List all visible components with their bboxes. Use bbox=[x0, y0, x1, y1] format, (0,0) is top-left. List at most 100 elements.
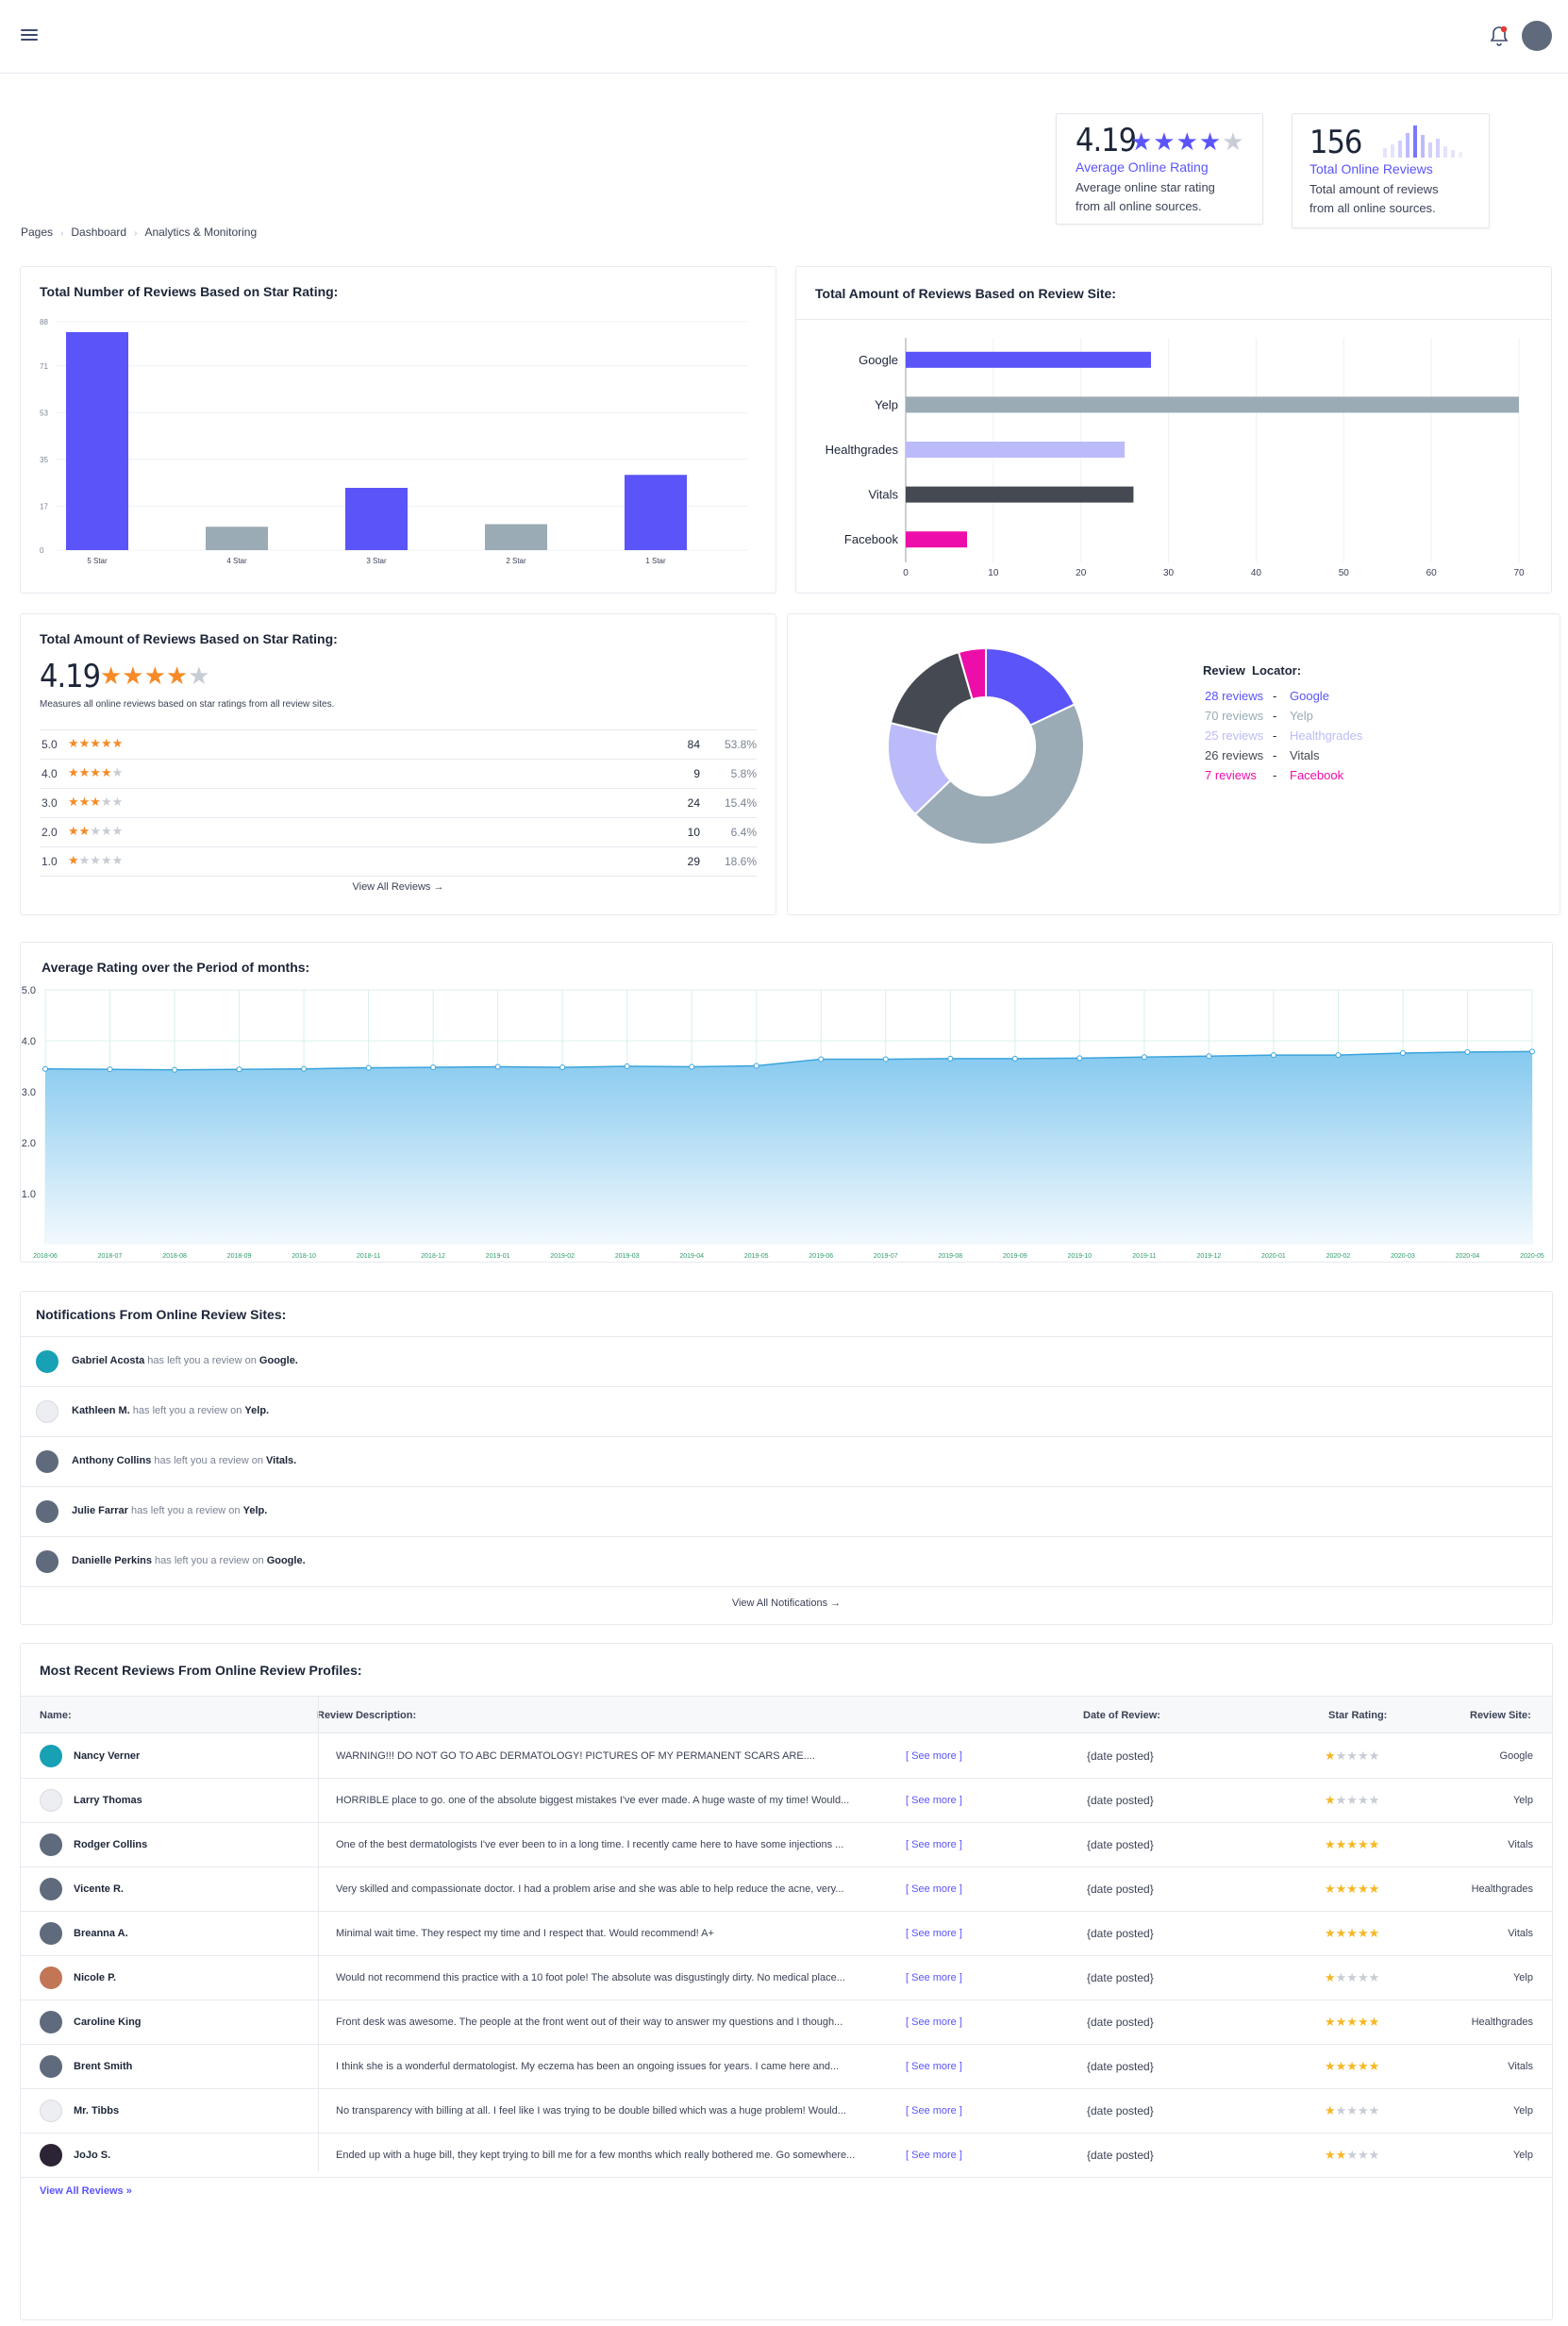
reviewer-name: Breanna A. bbox=[74, 1928, 128, 1939]
table-row[interactable]: Nicole P. Would not recommend this practi… bbox=[21, 1956, 1552, 2000]
review-date: {date posted} bbox=[1087, 2104, 1154, 2117]
table-row[interactable]: Brent Smith I think she is a wonderful de… bbox=[21, 2045, 1552, 2089]
y-tick-label: Google bbox=[859, 353, 898, 367]
notifications-title: Notifications From Online Review Sites: bbox=[36, 1307, 287, 1322]
header-description[interactable]: Review Description: bbox=[317, 1710, 417, 1721]
notification-item[interactable]: Gabriel Acosta has left you a review on … bbox=[21, 1337, 1552, 1387]
rating-row-percent: 15.4% bbox=[724, 796, 757, 810]
empty-stars-icon: ★★ bbox=[100, 795, 124, 809]
legend-site: Vitals bbox=[1290, 748, 1320, 762]
data-point bbox=[1335, 1052, 1342, 1059]
avatar-icon bbox=[40, 1789, 62, 1812]
legend-item-google[interactable]: 28 reviews - Google bbox=[1205, 689, 1329, 703]
table-row[interactable]: JoJo S. Ended up with a huge bill, they k… bbox=[21, 2134, 1552, 2178]
see-more-link[interactable]: [ See more ] bbox=[906, 1795, 962, 1806]
table-row[interactable]: Breanna A. Minimal wait time. They respec… bbox=[21, 1912, 1552, 1956]
data-point bbox=[559, 1064, 566, 1071]
notification-name: Danielle Perkins bbox=[72, 1555, 152, 1566]
data-point bbox=[301, 1065, 308, 1072]
notification-site: Google. bbox=[266, 1555, 306, 1566]
legend-dash: - bbox=[1273, 689, 1277, 703]
arrow-right-icon: → bbox=[433, 881, 444, 893]
user-avatar[interactable] bbox=[1522, 21, 1552, 51]
notification-name: Gabriel Acosta bbox=[72, 1355, 145, 1366]
reviewer-name: Larry Thomas bbox=[74, 1795, 142, 1806]
x-tick-label: 2019-07 bbox=[874, 1253, 898, 1260]
table-row[interactable]: Vicente R. Very skilled and compassionate… bbox=[21, 1867, 1552, 1912]
hamburger-icon[interactable] bbox=[21, 26, 38, 43]
notification-middle: has left you a review on bbox=[152, 1555, 267, 1566]
average-rating-trend-card: Average Rating over the Period of months… bbox=[20, 942, 1553, 1263]
reviews-table-header: Name: Review Description: Date of Review… bbox=[21, 1696, 1552, 1733]
data-point bbox=[1011, 1055, 1018, 1062]
header-site[interactable]: Review Site: bbox=[1470, 1710, 1531, 1721]
legend-item-healthgrades[interactable]: 25 reviews - Healthgrades bbox=[1205, 728, 1362, 743]
slice-vitals bbox=[889, 650, 974, 736]
view-all-reviews-bottom-link[interactable]: View All Reviews » bbox=[40, 2185, 132, 2197]
y-tick-label: 88 bbox=[40, 318, 48, 326]
see-more-link[interactable]: [ See more ] bbox=[906, 1972, 962, 1983]
table-row[interactable]: Mr. Tibbs No transparency with billing at… bbox=[21, 2089, 1552, 2134]
filled-stars-icon: ★★★★★ bbox=[1325, 1837, 1380, 1851]
x-tick-label: 2018-08 bbox=[162, 1253, 187, 1260]
rating-row-count: 29 bbox=[687, 855, 700, 868]
data-point bbox=[430, 1064, 437, 1071]
review-description: Would not recommend this practice with a… bbox=[336, 1972, 845, 1983]
bar-2-star bbox=[485, 524, 547, 550]
notification-item[interactable]: Julie Farrar has left you a review on Ye… bbox=[21, 1487, 1552, 1537]
notification-item[interactable]: Kathleen M. has left you a review on Yel… bbox=[21, 1387, 1552, 1437]
data-point bbox=[365, 1064, 372, 1071]
view-all-notifications-link[interactable]: View All Notifications → bbox=[21, 1598, 1552, 1609]
average-rating-desc-1: Average online star rating bbox=[1076, 180, 1215, 194]
see-more-link[interactable]: [ See more ] bbox=[906, 2150, 962, 2161]
filled-stars-icon: ★★★★★ bbox=[1325, 2059, 1380, 2073]
legend-item-vitals[interactable]: 26 reviews - Vitals bbox=[1205, 748, 1320, 762]
table-row[interactable]: Caroline King Front desk was awesome. The… bbox=[21, 2000, 1552, 2045]
empty-stars-icon: ★★★ bbox=[1346, 2148, 1380, 2162]
header-name[interactable]: Name: bbox=[40, 1710, 72, 1721]
legend-item-yelp[interactable]: 70 reviews - Yelp bbox=[1205, 709, 1313, 723]
y-tick-label: 0 bbox=[40, 546, 44, 555]
rating-row-label: 1.0 bbox=[42, 855, 58, 868]
header-date[interactable]: Date of Review: bbox=[1083, 1710, 1160, 1721]
breadcrumb-pages[interactable]: Pages bbox=[21, 226, 54, 239]
notification-item[interactable]: Anthony Collins has left you a review on… bbox=[21, 1437, 1552, 1487]
filled-stars-icon: ★ bbox=[68, 853, 79, 867]
star-rating-bar-chart: 88 71 53 35 17 0 5 Star 4 Star 3 Star 2 Star 1 Sta… bbox=[40, 318, 747, 565]
x-tick-label: 2020-02 bbox=[1326, 1253, 1351, 1260]
x-tick-label: 10 bbox=[988, 568, 999, 578]
table-row[interactable]: Rodger Collins One of the best dermatolog… bbox=[21, 1823, 1552, 1867]
see-more-link[interactable]: [ See more ] bbox=[906, 1839, 962, 1850]
table-row[interactable]: Nancy Verner WARNING!!! DO NOT GO TO ABC … bbox=[21, 1734, 1552, 1779]
average-rating-desc-2: from all online sources. bbox=[1076, 199, 1202, 213]
reviewer-name: Rodger Collins bbox=[74, 1839, 148, 1850]
review-locator-card: Review Locator: 28 reviews - Google 70 revi… bbox=[787, 613, 1560, 915]
filled-stars-icon: ★ bbox=[1325, 1793, 1336, 1807]
x-tick-label: 2018-11 bbox=[357, 1253, 380, 1260]
avatar-icon bbox=[36, 1550, 58, 1573]
review-stars: ★★★★★ bbox=[1325, 1749, 1379, 1764]
notification-item[interactable]: Danielle Perkins has left you a review o… bbox=[21, 1537, 1552, 1587]
breadcrumb-dashboard[interactable]: Dashboard bbox=[71, 226, 127, 239]
see-more-link[interactable]: [ See more ] bbox=[906, 2061, 962, 2072]
see-more-link[interactable]: [ See more ] bbox=[906, 1750, 962, 1762]
view-all-reviews-link[interactable]: View All Reviews → bbox=[21, 881, 776, 893]
x-tick-label: 2019-11 bbox=[1132, 1253, 1156, 1260]
bell-icon[interactable] bbox=[1489, 25, 1510, 47]
see-more-link[interactable]: [ See more ] bbox=[906, 1928, 962, 1939]
see-more-link[interactable]: [ See more ] bbox=[906, 2105, 962, 2117]
review-date: {date posted} bbox=[1087, 2149, 1154, 2162]
area-fill bbox=[45, 1051, 1532, 1245]
rating-row-stars: ★★★★★ bbox=[68, 765, 123, 780]
legend-item-facebook[interactable]: 7 reviews - Facebook bbox=[1205, 768, 1343, 782]
see-more-link[interactable]: [ See more ] bbox=[906, 1883, 962, 1895]
rating-line bbox=[44, 1050, 1533, 1071]
rating-row-stars: ★★★★★ bbox=[68, 736, 123, 751]
x-tick-label: 20 bbox=[1076, 568, 1087, 578]
see-more-link[interactable]: [ See more ] bbox=[906, 2016, 962, 2028]
table-row[interactable]: Larry Thomas HORRIBLE place to go. one of… bbox=[21, 1779, 1552, 1823]
arrow-right-icon: → bbox=[830, 1598, 842, 1609]
header-rating[interactable]: Star Rating: bbox=[1328, 1710, 1388, 1721]
y-tick-label: 71 bbox=[40, 362, 48, 371]
x-tick-label: 2018-09 bbox=[227, 1253, 252, 1260]
